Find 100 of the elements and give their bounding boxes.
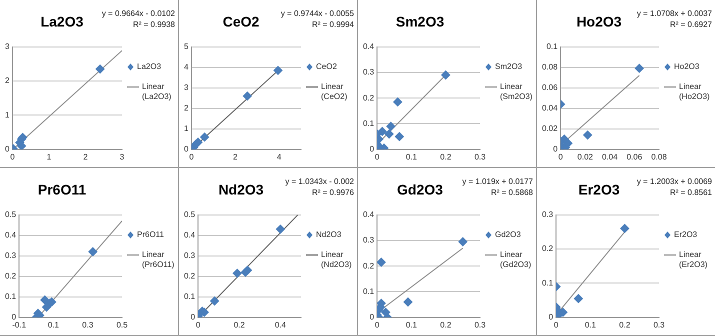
text: y = 0.9664x - 0.0102 — [102, 9, 176, 18]
x-tick-label: 0.3 — [474, 152, 486, 162]
x-tick-label: -0.1 — [12, 320, 27, 330]
legend-label: Linear (CeO2) — [321, 82, 348, 102]
y-tick-label: 0.02 — [542, 124, 558, 134]
x-tick-label: 0.06 — [626, 152, 643, 162]
y-tick-label: 0.2 — [362, 261, 375, 270]
legend-label: Linear (Nd2O3) — [321, 250, 353, 270]
y-tick-label: 0.3 — [362, 236, 375, 245]
chart-title: La2O3 — [40, 13, 84, 30]
y-tick-label: 3 — [184, 83, 189, 92]
legend-label: Sm2O3 — [495, 62, 522, 72]
y-tick-label: 0.1 — [4, 292, 17, 302]
text: R² = 0.9994 — [312, 20, 355, 30]
y-tick-label: 2 — [4, 76, 10, 86]
legend-label: Pr6O11 — [137, 230, 164, 240]
y-tick-label: 0.04 — [542, 104, 558, 113]
legend-label: Er2O3 — [674, 230, 698, 240]
y-tick-label: 0 — [548, 312, 554, 322]
y-tick-label: 0.3 — [542, 210, 554, 220]
y-tick-label: 0 — [184, 144, 189, 154]
legend-label: Linear (Gd2O3) — [500, 250, 532, 270]
x-tick-label: 2 — [83, 152, 88, 162]
x-tick-label: 0.5 — [116, 320, 128, 330]
chart-title: CeO2 — [222, 13, 260, 30]
x-tick-label: 0.3 — [474, 320, 486, 330]
x-tick-label: 0.2 — [440, 152, 452, 162]
legend-label: CeO2 — [316, 62, 337, 72]
y-tick-label: 0.2 — [362, 93, 375, 102]
text: y = 1.2003x + 0.0069 — [636, 177, 713, 186]
text: y = 0.9744x - 0.0055 — [280, 9, 355, 18]
chart-title: Sm2O3 — [396, 13, 444, 30]
text: R² = 0.5868 — [490, 188, 534, 198]
y-tick-label: 2 — [184, 104, 189, 113]
x-tick-label: 0.2 — [234, 320, 246, 330]
legend-label: Linear (Sm2O3) — [500, 82, 534, 102]
y-tick-label: 3 — [4, 42, 10, 52]
legend-label: Linear (Ho2O3) — [679, 82, 711, 102]
x-tick-label: 0.1 — [584, 320, 597, 330]
x-tick-label: 3 — [120, 152, 125, 162]
legend-label: Nd2O3 — [316, 230, 342, 240]
y-tick-label: 0.1 — [546, 42, 558, 52]
text: y = 1.0708x + 0.0037 — [636, 9, 713, 18]
y-tick-label: 0.2 — [184, 272, 196, 281]
legend-label: La2O3 — [137, 62, 162, 72]
y-tick-label: 0.1 — [184, 292, 196, 302]
legend-label: Linear (Pr6O11) — [142, 250, 176, 270]
legend-label: Gd2O3 — [495, 230, 521, 240]
y-tick-label: 0.1 — [362, 118, 375, 128]
x-tick-label: 0.08 — [651, 152, 668, 162]
text: R² = 0.8561 — [670, 188, 713, 198]
x-tick-label: 0.1 — [406, 320, 418, 330]
y-tick-label: 1 — [4, 110, 10, 120]
x-tick-label: 0.1 — [48, 320, 60, 330]
chart-title: Nd2O3 — [218, 181, 264, 198]
y-tick-label: 5 — [184, 42, 189, 52]
chart-title: Gd2O3 — [397, 181, 444, 198]
y-tick-label: 0.4 — [362, 42, 375, 52]
chart-title: Pr6O11 — [38, 181, 86, 198]
y-tick-label: 0.2 — [542, 244, 554, 254]
y-tick-label: 0.3 — [184, 251, 196, 260]
y-tick-label: 0 — [4, 144, 10, 154]
y-tick-label: 0 — [370, 144, 375, 154]
y-tick-label: 0.3 — [362, 68, 375, 77]
y-tick-label: 0.3 — [4, 251, 17, 260]
text: R² = 0.9976 — [312, 188, 355, 198]
y-tick-label: 0 — [370, 312, 375, 322]
y-tick-label: 0 — [553, 144, 558, 154]
y-tick-label: 1 — [184, 124, 189, 134]
legend-label: Ho2O3 — [674, 62, 700, 72]
y-tick-label: 4 — [184, 62, 189, 72]
x-tick-label: 4 — [276, 152, 282, 162]
y-tick-label: 0 — [190, 312, 196, 322]
y-tick-label: 0.5 — [184, 210, 196, 220]
y-tick-label: 0.4 — [362, 210, 375, 220]
legend-label: Linear (Er2O3) — [679, 250, 708, 270]
chart-title: Ho2O3 — [576, 13, 622, 30]
y-tick-label: 0.06 — [542, 83, 558, 92]
x-tick-label: 0.3 — [653, 320, 666, 330]
y-tick-label: 0.5 — [4, 210, 17, 220]
text: y = 1.019x + 0.0177 — [462, 177, 534, 186]
y-tick-label: 0.1 — [362, 286, 375, 296]
x-tick-label: 0.2 — [440, 320, 452, 330]
x-tick-label: 0.4 — [274, 320, 287, 330]
x-tick-label: 1 — [46, 152, 52, 162]
text: R² = 0.9938 — [132, 20, 176, 30]
x-tick-label: 0.2 — [619, 320, 631, 330]
y-tick-label: 0.08 — [542, 62, 558, 72]
y-tick-label: 0.4 — [4, 230, 17, 240]
x-tick-label: 2 — [233, 152, 238, 162]
y-tick-label: 0.1 — [542, 278, 554, 288]
x-tick-label: 0.02 — [577, 152, 594, 162]
x-tick-label: 0.04 — [602, 152, 618, 162]
y-tick-label: 0.4 — [184, 230, 196, 240]
x-tick-label: 0.3 — [82, 320, 94, 330]
legend-label: Linear (La2O3) — [142, 82, 172, 102]
y-tick-label: 0.2 — [4, 272, 17, 281]
text: y = 1.0343x - 0.002 — [285, 177, 355, 186]
y-tick-label: 0 — [12, 312, 17, 322]
chart-title: Er2O3 — [578, 181, 620, 198]
